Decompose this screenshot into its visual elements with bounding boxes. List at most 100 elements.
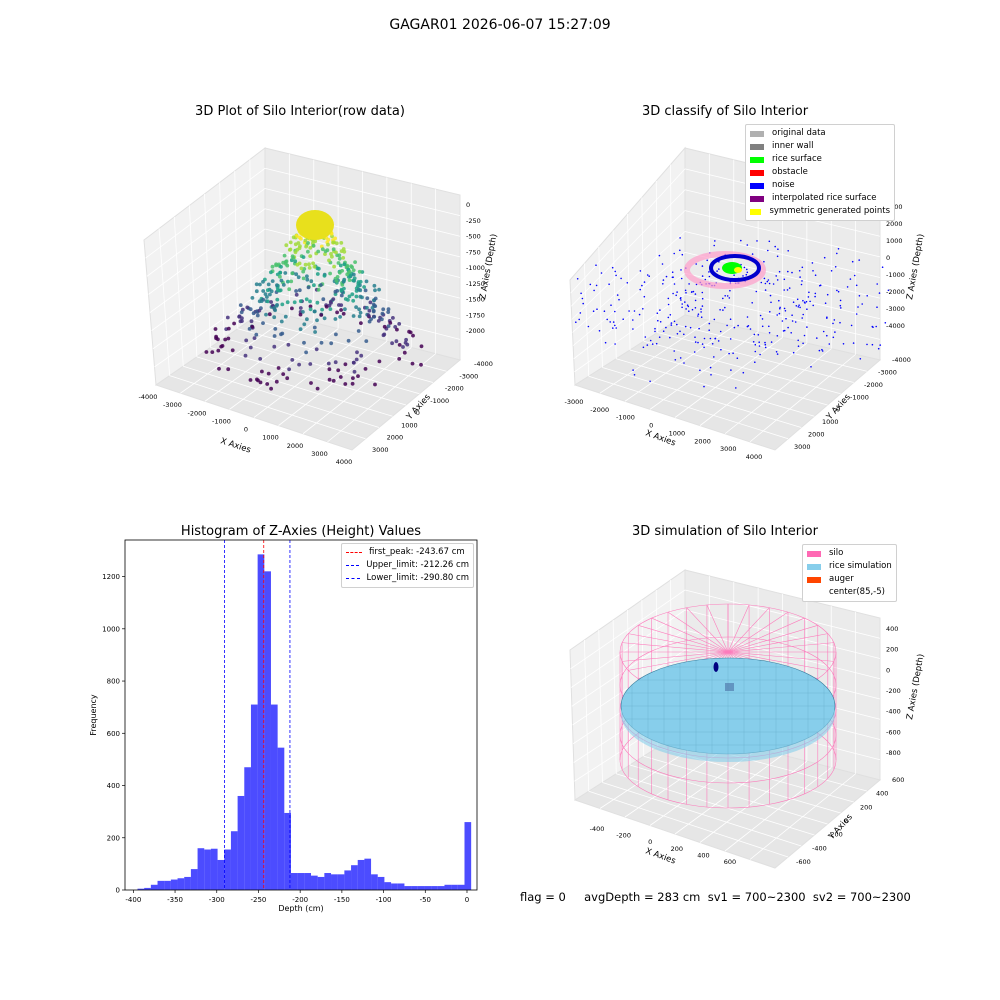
- rice-simulation-surface: [620, 657, 836, 762]
- noise-point: [658, 254, 661, 257]
- noise-point: [638, 313, 641, 316]
- noise-point: [689, 326, 692, 329]
- raw-3d-axes[interactable]: -4000 -3000 -2000 -1000 0 1000 2000 3000 4000 30…: [130, 100, 510, 470]
- scatter-point: [335, 275, 340, 279]
- noise-point: [730, 369, 732, 371]
- scatter-point: [312, 309, 317, 314]
- noise-point: [679, 237, 681, 239]
- panel-simulation-title: 3D simulation of Silo Interior: [632, 524, 818, 539]
- tick-label: 2000: [886, 220, 903, 228]
- scatter-point: [355, 350, 359, 355]
- noise-point: [791, 320, 794, 322]
- noise-point: [828, 343, 831, 345]
- scatter-point: [285, 263, 290, 268]
- tick-label: 200: [671, 845, 683, 853]
- x-axis-label: X Axies: [219, 436, 252, 455]
- noise-point: [642, 308, 644, 310]
- noise-point: [851, 260, 854, 263]
- scatter-point: [346, 338, 351, 343]
- scatter-point: [372, 314, 377, 319]
- scatter-point: [350, 292, 355, 297]
- histogram-bar: [264, 571, 271, 890]
- noise-point: [614, 343, 616, 345]
- tick-label: -400: [812, 844, 827, 852]
- scatter-point: [269, 270, 273, 275]
- legend-entry: Lower_limit: -290.80 cm: [346, 572, 469, 585]
- noise-point: [667, 303, 670, 306]
- scatter-point: [272, 334, 277, 338]
- scatter-point: [279, 332, 283, 337]
- noise-point: [840, 307, 842, 309]
- scatter-point: [319, 340, 324, 345]
- x-tick-label: -350: [167, 896, 183, 904]
- noise-point: [708, 271, 710, 273]
- histogram-bar: [204, 849, 211, 890]
- y-tick-label: 600: [107, 730, 120, 738]
- panel-raw-title: 3D Plot of Silo Interior(row data): [195, 104, 405, 119]
- legend-entry: rice surface: [750, 153, 890, 166]
- noise-point: [768, 282, 771, 285]
- noise-point: [604, 341, 607, 344]
- scatter-point: [284, 243, 289, 248]
- noise-point: [785, 317, 787, 320]
- scatter-point: [327, 377, 332, 382]
- histogram-bars: [137, 554, 472, 890]
- scatter-point: [347, 278, 352, 282]
- tick-label: 1000: [669, 429, 686, 437]
- noise-point: [814, 292, 817, 295]
- legend-entry: symmetric generated points: [750, 205, 890, 218]
- scatter-point: [288, 240, 293, 245]
- noise-point: [778, 312, 781, 315]
- scatter-point: [359, 353, 364, 358]
- tick-label: 1000: [401, 421, 418, 429]
- noise-point: [768, 240, 771, 243]
- tick-label: -1250: [466, 280, 485, 288]
- noise-point: [661, 263, 664, 265]
- scatter-point: [306, 249, 310, 254]
- scatter-point: [319, 283, 323, 287]
- legend-swatch: [750, 182, 764, 189]
- histogram-bar: [437, 886, 445, 890]
- scatter-point: [286, 342, 291, 347]
- legend-swatch: [346, 578, 360, 579]
- noise-point: [701, 343, 704, 345]
- scatter-point: [272, 315, 277, 320]
- noise-point: [749, 328, 752, 330]
- noise-point: [697, 313, 700, 315]
- noise-point: [687, 305, 690, 308]
- scatter-point: [254, 282, 259, 287]
- histogram-bar: [217, 859, 225, 890]
- noise-point: [675, 294, 677, 297]
- scatter-point: [264, 312, 268, 317]
- scatter-point: [354, 357, 359, 362]
- histogram-plot[interactable]: -400 -350 -300 -250 -200 -150 -100 -50 0 0 200 400…: [80, 520, 490, 920]
- scatter-point: [294, 289, 298, 293]
- noise-point: [649, 380, 651, 383]
- scatter-point: [272, 305, 276, 310]
- noise-point: [763, 277, 766, 280]
- legend-entry: center(85,-5): [807, 586, 892, 599]
- noise-point: [812, 270, 814, 272]
- legend-swatch: [807, 590, 821, 596]
- scatter-point: [293, 259, 298, 264]
- z-axis-label: Z Axies (Depth): [905, 233, 926, 300]
- noise-point: [799, 306, 801, 309]
- scatter-point: [243, 353, 248, 358]
- noise-point: [694, 299, 697, 302]
- histogram-bar: [250, 704, 258, 890]
- scatter-point: [397, 322, 402, 326]
- scatter-point: [295, 262, 300, 267]
- legend-swatch: [807, 563, 821, 570]
- scatter-point: [308, 307, 313, 312]
- scatter-point: [339, 293, 344, 298]
- tick-label: 4000: [336, 458, 353, 466]
- histogram-bar: [411, 886, 418, 890]
- histogram-bar: [317, 876, 325, 890]
- scatter-point: [367, 319, 372, 324]
- scatter-point: [373, 296, 378, 301]
- scatter-point: [294, 272, 299, 277]
- scatter-point: [285, 300, 290, 305]
- auger: [713, 662, 734, 691]
- scatter-point: [306, 285, 311, 290]
